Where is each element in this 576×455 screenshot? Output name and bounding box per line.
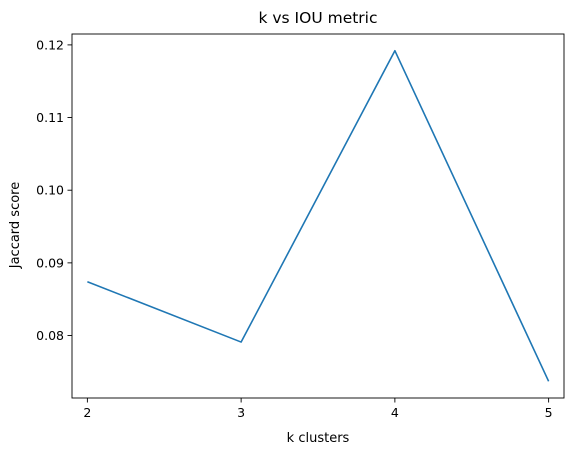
chart-title: k vs IOU metric	[258, 9, 377, 27]
y-tick-label: 0.10	[36, 183, 64, 198]
plot-frame	[71, 33, 565, 399]
x-tick-label: 2	[83, 405, 91, 420]
y-tick-label: 0.08	[36, 328, 64, 343]
x-tick-label: 4	[391, 405, 399, 420]
y-tick-label: 0.09	[36, 255, 64, 270]
y-tick-label: 0.11	[36, 110, 64, 125]
x-axis-label: k clusters	[287, 431, 350, 446]
series-line-1	[87, 49, 550, 382]
x-tick-label: 3	[237, 405, 245, 420]
x-tick-label: 5	[545, 405, 553, 420]
y-axis-label: Jaccard score	[8, 182, 23, 270]
y-tick-label: 0.12	[36, 37, 64, 52]
